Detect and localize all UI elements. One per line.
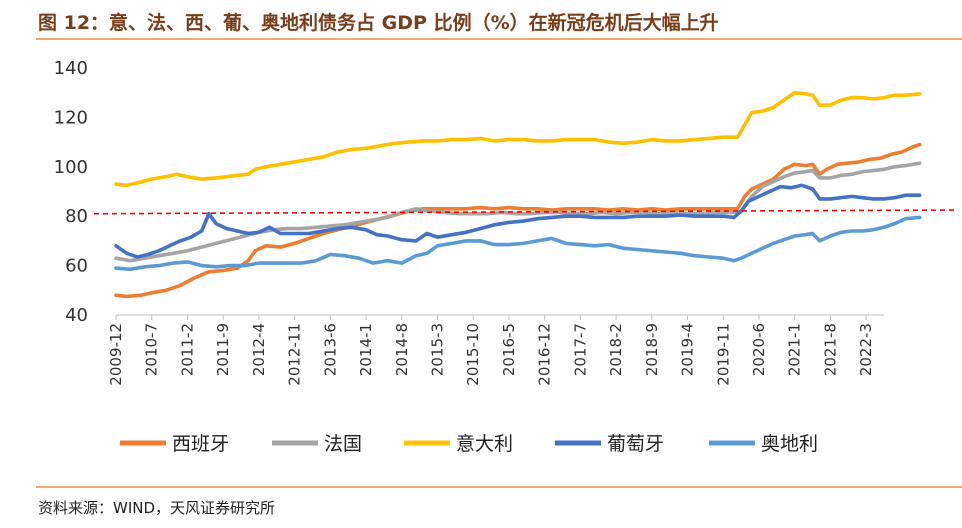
series-line	[114, 90, 922, 188]
x-axis-ticks: 2009-12 2010-7 2011-2 2011-9 2012-4 2012-11 20…	[107, 315, 875, 386]
reference-line	[93, 209, 959, 215]
series-line	[114, 183, 922, 259]
x-tick-label: 2014-8	[393, 323, 411, 376]
legend-label: 奥地利	[761, 433, 818, 455]
x-tick-label: 2015-10	[464, 323, 482, 386]
x-tick-label: 2018-9	[643, 323, 661, 376]
legend-label: 西班牙	[172, 433, 229, 455]
x-tick-label: 2021-8	[821, 323, 839, 376]
y-tick-label: 60	[65, 256, 88, 277]
x-tick-label: 2018-2	[607, 323, 625, 376]
x-tick-label: 2019-11	[714, 323, 732, 386]
x-tick-label: 2020-6	[750, 323, 768, 376]
x-tick-label: 2010-7	[143, 323, 161, 376]
x-tick-label: 2016-5	[500, 323, 518, 376]
source-note: 资料来源：WIND，天风证券研究所	[38, 499, 276, 517]
x-tick-label: 2017-7	[571, 323, 589, 376]
series-line	[114, 215, 922, 272]
x-tick-label: 2015-3	[428, 323, 446, 376]
series-lines	[114, 90, 922, 299]
legend-label: 意大利	[456, 433, 513, 455]
legend-label: 法国	[324, 433, 362, 455]
x-tick-label: 2019-4	[679, 323, 697, 376]
x-tick-label: 2013-6	[321, 323, 339, 376]
x-tick-label: 2009-12	[107, 323, 125, 386]
series-line	[114, 142, 922, 299]
legend: 西班牙 法国 意大利 葡萄牙 奥地利	[120, 433, 818, 455]
legend-label: 葡萄牙	[607, 433, 664, 455]
x-tick-label: 2014-1	[357, 323, 375, 376]
y-tick-label: 80	[65, 206, 88, 227]
x-tick-label: 2021-1	[786, 323, 804, 376]
y-tick-label: 40	[65, 305, 88, 326]
x-tick-label: 2012-4	[250, 323, 268, 376]
x-tick-label: 2022-3	[857, 323, 875, 376]
title-divider	[36, 38, 962, 40]
y-tick-label: 140	[54, 58, 88, 79]
x-tick-label: 2011-2	[178, 323, 196, 376]
chart-title: 图 12：意、法、西、葡、奥地利债务占 GDP 比例（%）在新冠危机后大幅上升	[38, 12, 719, 34]
y-tick-label: 100	[54, 157, 88, 178]
y-tick-label: 120	[54, 107, 88, 128]
y-axis-ticks: 40 60 80 100 120 140	[54, 58, 88, 326]
source-divider	[36, 486, 962, 488]
x-tick-label: 2016-12	[536, 323, 554, 386]
line-chart: 40 60 80 100 120 140 2009-12 2010-7 2011-2 2011-…	[54, 58, 959, 455]
x-tick-label: 2012-11	[286, 323, 304, 386]
x-tick-label: 2011-9	[214, 323, 232, 376]
